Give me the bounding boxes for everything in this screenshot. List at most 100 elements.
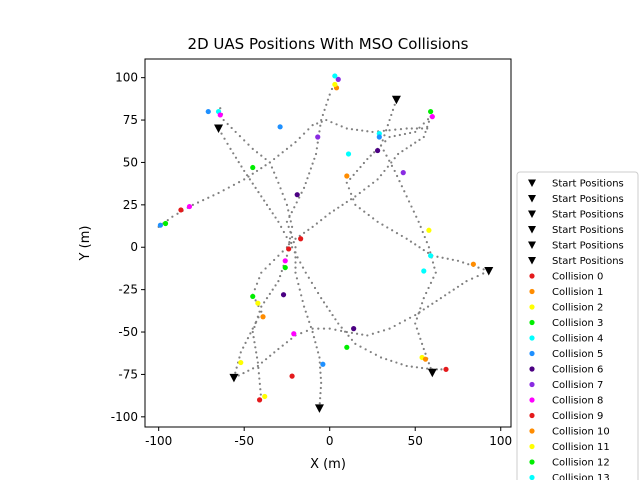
trajectory-2-point xyxy=(264,358,268,361)
x-tick-label: 100 xyxy=(489,434,512,448)
trajectory-2-point xyxy=(448,291,451,294)
trajectory-6-point xyxy=(371,130,374,134)
legend-marker-dot xyxy=(529,412,535,419)
trajectory-3-point xyxy=(301,299,304,303)
trajectory-7-point xyxy=(288,214,291,217)
trajectory-6-point xyxy=(166,219,169,222)
trajectory-1-point xyxy=(373,151,376,154)
trajectory-3-point xyxy=(321,113,324,117)
trajectory-0-point xyxy=(364,348,367,351)
trajectory-5-point xyxy=(431,261,435,264)
trajectory-7-point xyxy=(275,176,278,179)
trajectory-0-point xyxy=(243,169,246,173)
collision-6-point xyxy=(280,292,287,298)
trajectory-1-point xyxy=(372,217,375,220)
collision-5-point xyxy=(376,134,382,140)
trajectory-0-point xyxy=(369,350,372,354)
trajectory-1-point xyxy=(436,255,439,258)
trajectory-5-point xyxy=(429,366,432,370)
trajectory-6-point xyxy=(302,132,306,135)
trajectory-6-point xyxy=(290,144,293,147)
trajectory-0-point xyxy=(337,322,340,325)
trajectory-4-point xyxy=(242,346,245,349)
trajectory-7-point xyxy=(252,336,255,339)
trajectory-4-point xyxy=(260,310,263,313)
trajectory-7-point xyxy=(259,393,262,396)
legend-label: Collision 6 xyxy=(552,365,603,376)
trajectory-5-point xyxy=(393,134,396,138)
legend-label: Collision 10 xyxy=(552,427,610,438)
trajectory-4-point xyxy=(390,161,393,164)
trajectory-1-point xyxy=(355,169,359,173)
legend: Start Positions Start Positions Start Posi… xyxy=(516,171,639,480)
trajectory-0-point xyxy=(344,330,347,333)
trajectory-0-point xyxy=(395,361,398,364)
trajectory-4-point xyxy=(311,225,314,228)
legend-marker-dot xyxy=(529,443,535,450)
legend-marker-dot xyxy=(529,304,535,310)
trajectory-7-point xyxy=(238,135,242,138)
trajectory-0-point xyxy=(245,174,249,177)
trajectory-2-point xyxy=(465,280,468,283)
trajectory-0-point xyxy=(263,199,266,202)
trajectory-3-point xyxy=(300,294,303,297)
collision-3-point xyxy=(250,164,256,171)
x-tick-label: 50 xyxy=(408,434,423,448)
legend-marker-dot xyxy=(529,381,535,388)
trajectory-6-point xyxy=(426,127,429,130)
trajectory-3-point xyxy=(314,152,318,156)
collision-2-point xyxy=(426,227,432,233)
collision-4-point xyxy=(345,151,352,157)
trajectory-2-point xyxy=(281,344,284,347)
x-axis-label: X (m) xyxy=(310,457,346,472)
trajectory-1-point xyxy=(362,161,366,165)
trajectory-1-point xyxy=(477,266,480,269)
trajectory-5-point xyxy=(388,135,391,139)
trajectory-5-point xyxy=(396,174,399,178)
trajectory-7-point xyxy=(257,372,260,375)
trajectory-0-point xyxy=(385,358,388,361)
trajectory-7-point xyxy=(274,284,277,287)
legend-marker-triangle xyxy=(528,241,536,249)
trajectory-5-point xyxy=(422,297,425,300)
trajectory-0-point xyxy=(299,261,302,264)
trajectory-7-point xyxy=(230,126,233,130)
trajectory-5-point xyxy=(403,190,406,193)
trajectory-5-point xyxy=(410,205,413,208)
trajectory-1-point xyxy=(345,181,348,184)
trajectory-3-point xyxy=(302,186,306,189)
trajectory-5-point xyxy=(405,195,408,198)
trajectory-2-point xyxy=(242,371,245,375)
trajectory-5-point xyxy=(412,210,415,213)
trajectory-3-point xyxy=(308,172,311,175)
trajectory-1-point xyxy=(354,203,357,206)
collision-7-point xyxy=(335,76,341,82)
y-tick-label: 0 xyxy=(130,240,138,254)
trajectory-4-point xyxy=(320,219,323,222)
trajectory-4-point xyxy=(345,200,348,204)
trajectory-7-point xyxy=(255,151,259,154)
trajectory-4-point xyxy=(249,332,252,335)
trajectory-0-point xyxy=(410,365,413,368)
trajectory-1-point xyxy=(391,108,395,111)
trajectory-3-point xyxy=(298,196,301,199)
trajectory-1-point xyxy=(352,173,355,176)
trajectory-3-point xyxy=(294,271,297,274)
trajectory-6-point xyxy=(222,189,225,192)
legend-label: Collision 13 xyxy=(552,473,610,480)
trajectory-6-point xyxy=(202,198,205,202)
trajectory-5-point xyxy=(385,154,388,157)
trajectory-5-point xyxy=(417,312,420,315)
trajectory-2-point xyxy=(340,329,343,332)
y-tick-label: 75 xyxy=(123,113,138,127)
trajectory-2-point xyxy=(393,324,396,328)
trajectory-2-point xyxy=(300,332,303,335)
trajectory-5-point xyxy=(415,215,418,218)
collision-9-point xyxy=(256,397,263,403)
trajectory-4-point xyxy=(332,209,336,212)
legend-label: Collision 4 xyxy=(552,334,603,345)
trajectory-5-point xyxy=(414,322,417,325)
collision-5-point xyxy=(320,361,326,367)
plot-frame xyxy=(144,58,512,428)
trajectory-1-point xyxy=(349,177,352,180)
